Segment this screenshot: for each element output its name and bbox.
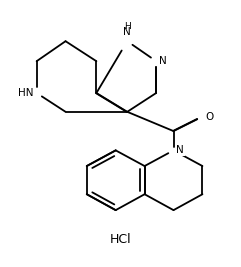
Text: N: N bbox=[176, 145, 184, 155]
Text: N: N bbox=[123, 27, 131, 37]
Text: HN: HN bbox=[18, 88, 34, 98]
Text: H: H bbox=[124, 22, 131, 31]
Text: HCl: HCl bbox=[110, 233, 131, 246]
Text: N: N bbox=[159, 56, 167, 66]
Text: O: O bbox=[205, 112, 214, 122]
